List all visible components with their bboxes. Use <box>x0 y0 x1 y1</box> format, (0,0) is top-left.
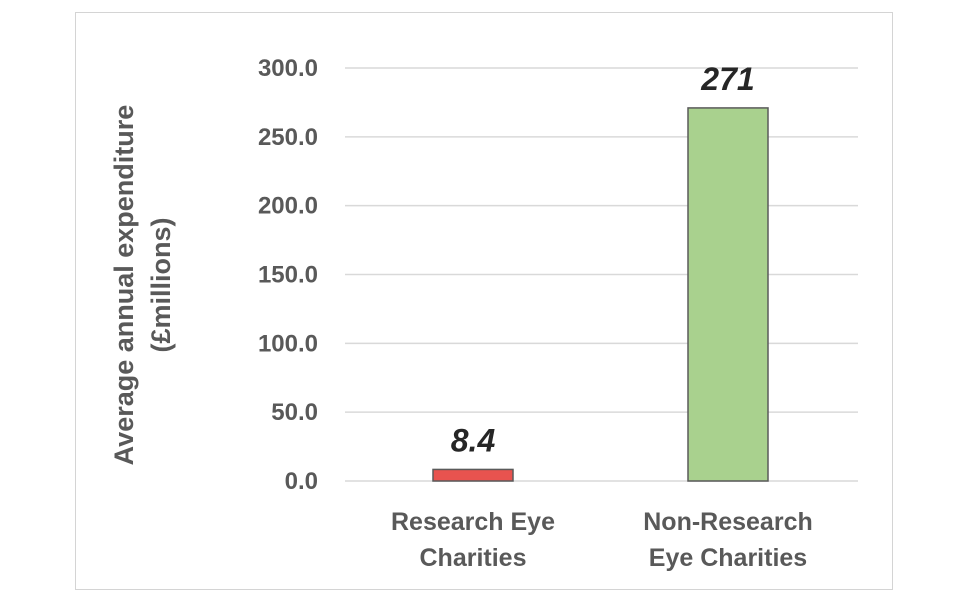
category-labels: Research Eye Charities Non-Research Eye Cha… <box>391 508 813 572</box>
y-tick-labels: 0.0 50.0 100.0 150.0 200.0 250.0 300.0 <box>258 55 318 495</box>
y-tick-label: 300.0 <box>258 55 318 82</box>
category-label: Non-Research <box>643 508 813 536</box>
data-labels: 8.4 271 <box>451 61 755 459</box>
y-tick-label: 150.0 <box>258 262 318 289</box>
category-label: Eye Charities <box>649 544 807 572</box>
y-tick-label: 100.0 <box>258 330 318 357</box>
y-axis-label-line: (£millions) <box>146 217 176 352</box>
data-label: 8.4 <box>451 422 496 458</box>
y-tick-label: 200.0 <box>258 193 318 220</box>
bar <box>687 107 769 482</box>
bar <box>432 468 514 482</box>
y-tick-label: 250.0 <box>258 124 318 151</box>
category-label: Research Eye <box>391 508 555 536</box>
bars <box>432 107 769 482</box>
y-axis-label-line: Average annual expenditure <box>109 105 139 466</box>
y-tick-label: 50.0 <box>271 399 318 426</box>
data-label: 271 <box>700 61 754 97</box>
y-axis-label: Average annual expenditure (£millions) <box>109 105 176 466</box>
category-label: Charities <box>420 544 527 572</box>
gridlines <box>345 67 858 482</box>
y-tick-label: 0.0 <box>285 468 318 495</box>
